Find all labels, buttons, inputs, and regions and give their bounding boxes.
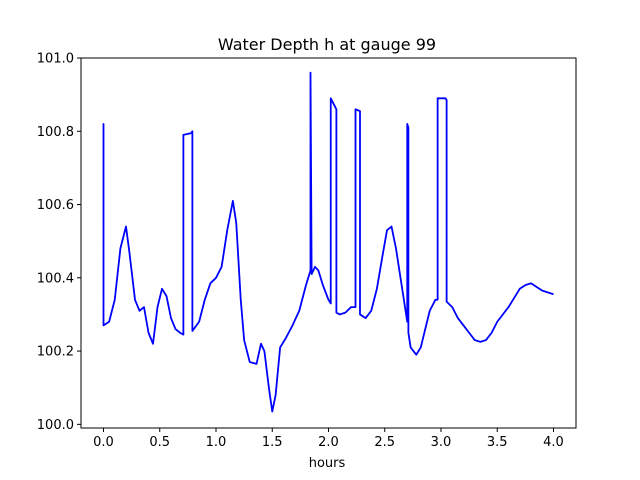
- y-tick-label: 100.8: [37, 125, 74, 140]
- y-tick-label: 100.4: [37, 271, 74, 286]
- x-tick-label: 1.0: [206, 435, 227, 450]
- x-tick-label: 2.0: [318, 435, 339, 450]
- x-tick-label: 0.5: [149, 435, 170, 450]
- x-tick-label: 1.5: [262, 435, 283, 450]
- y-tick-label: 101.0: [37, 52, 74, 67]
- chart-title: Water Depth h at gauge 99: [218, 35, 436, 54]
- x-tick-label: 3.0: [431, 435, 452, 450]
- y-tick-label: 100.0: [37, 418, 74, 433]
- x-tick-label: 3.5: [487, 435, 508, 450]
- x-tick-label: 2.5: [374, 435, 395, 450]
- x-tick-label: 0.0: [93, 435, 114, 450]
- x-axis: 0.0 0.5 1.0 1.5 2.0 2.5 3.0 3.5 4.0: [93, 428, 564, 450]
- y-tick-label: 100.2: [37, 345, 74, 360]
- y-tick-label: 100.6: [37, 198, 74, 213]
- series-line-0: [102, 71, 554, 413]
- plot-area: [80, 57, 577, 429]
- x-axis-label: hours: [309, 456, 346, 471]
- y-axis: 100.0 100.2 100.4 100.6 100.8 101.0: [37, 52, 81, 433]
- plot-frame: [80, 57, 577, 429]
- x-tick-label: 4.0: [543, 435, 564, 450]
